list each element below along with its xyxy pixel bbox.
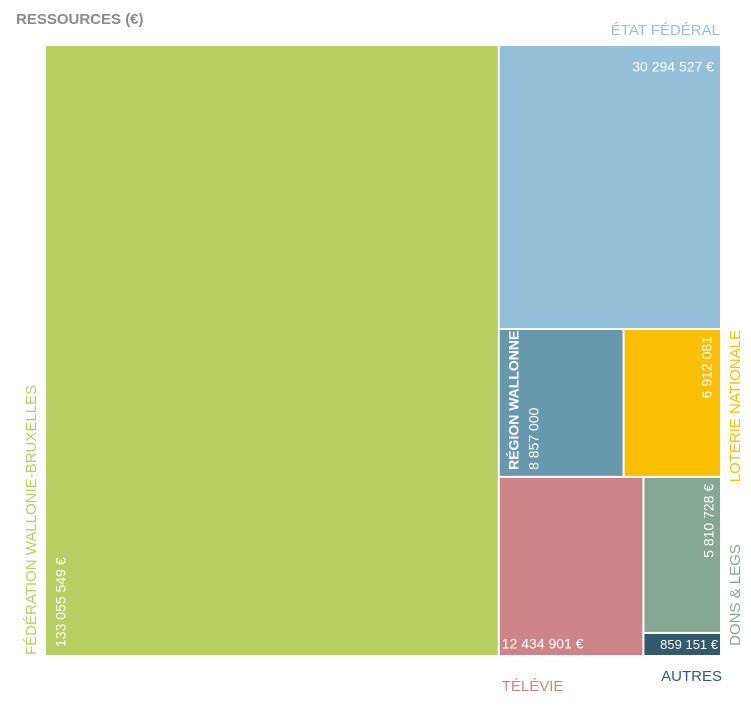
chart-title: RESSOURCES (€) (16, 11, 144, 28)
value-label: 6 912 081 (699, 336, 715, 398)
category-label: RÉGION WALLONNE (505, 331, 521, 470)
treemap-cell (46, 46, 498, 655)
value-label: 859 151 € (660, 637, 719, 652)
value-label: 133 055 549 € (53, 557, 69, 647)
treemap-cell (499, 477, 643, 655)
treemap-cell (624, 330, 720, 476)
treemap-cell (644, 477, 720, 632)
category-label: ÉTAT FÉDÉRAL (611, 22, 720, 39)
value-label: 8 857 000 (525, 407, 541, 469)
category-label: FÉDÉRATION WALLONIE-BRUXELLES (23, 385, 40, 655)
value-label: 30 294 527 € (632, 59, 714, 75)
category-label: LOTERIE NATIONALE (727, 330, 744, 482)
category-label: TÉLÉVIE (502, 678, 564, 695)
treemap-cell (644, 633, 720, 655)
treemap-cell (499, 330, 623, 476)
category-label: AUTRES (661, 668, 722, 685)
value-label: 5 810 728 € (701, 484, 717, 558)
value-label: 12 434 901 € (502, 636, 584, 652)
category-label: DONS & LEGS (727, 544, 744, 646)
treemap-cell (499, 46, 720, 329)
